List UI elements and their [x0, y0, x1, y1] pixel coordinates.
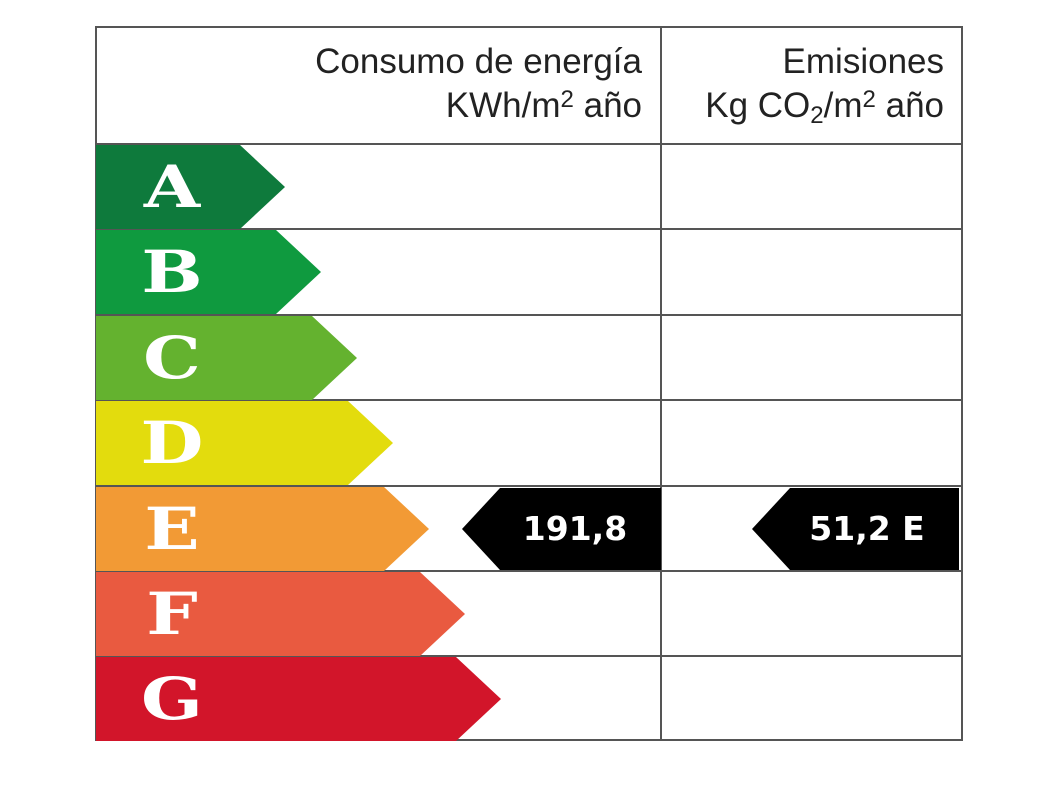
rating-letter: B [141, 238, 203, 306]
row-divider [95, 485, 963, 487]
emissions-header: Emisiones Kg CO2/m2 año [662, 40, 944, 128]
emissions-header-title: Emisiones [782, 42, 944, 81]
emissions-result-marker: 51,2 E [752, 488, 959, 570]
rating-bar-e: E [96, 487, 431, 571]
rating-letter: C [143, 324, 201, 392]
rating-arrow-shape [96, 316, 357, 400]
rating-letter: F [146, 580, 198, 648]
header-divider [95, 143, 963, 145]
table-border-right [961, 26, 963, 741]
row-divider [95, 655, 963, 657]
row-divider [95, 228, 963, 230]
row-divider [95, 399, 963, 401]
emissions-result-value: 51,2 E [809, 509, 925, 548]
rating-bar-f: F [96, 572, 467, 656]
rating-arrow-shape [96, 487, 429, 571]
energy-result-value: 191,8 E [522, 509, 628, 630]
energy-header-title: Consumo de energía [315, 42, 642, 81]
rating-bar-c: C [96, 316, 359, 400]
table-border-top [95, 26, 963, 28]
rating-bar-a: A [96, 145, 287, 229]
rating-arrow-shape [96, 401, 393, 485]
rating-arrow-shape [96, 657, 501, 741]
energy-result-marker: 191,8 E [462, 488, 661, 630]
emissions-header-unit: Kg CO2/m2 año [705, 86, 944, 129]
rating-letter: G [141, 665, 203, 733]
rating-letter: A [143, 153, 201, 221]
energy-header-unit: KWh/m2 año [445, 86, 642, 125]
energy-header: Consumo de energía KWh/m2 año [200, 40, 642, 128]
rating-bar-d: D [96, 401, 395, 485]
rating-letter: D [140, 409, 204, 477]
marker-arrow-shape [752, 488, 959, 570]
row-divider [95, 314, 963, 316]
rating-letter: E [144, 495, 200, 563]
rating-arrow-shape [96, 572, 465, 656]
rating-arrow-shape [96, 230, 321, 314]
rating-bar-b: B [96, 230, 323, 314]
rating-bar-g: G [96, 657, 503, 741]
rating-arrow-shape [96, 145, 285, 229]
marker-arrow-shape [462, 488, 661, 570]
column-divider [660, 26, 662, 741]
table-border-bottom [95, 739, 963, 741]
row-divider [95, 570, 963, 572]
